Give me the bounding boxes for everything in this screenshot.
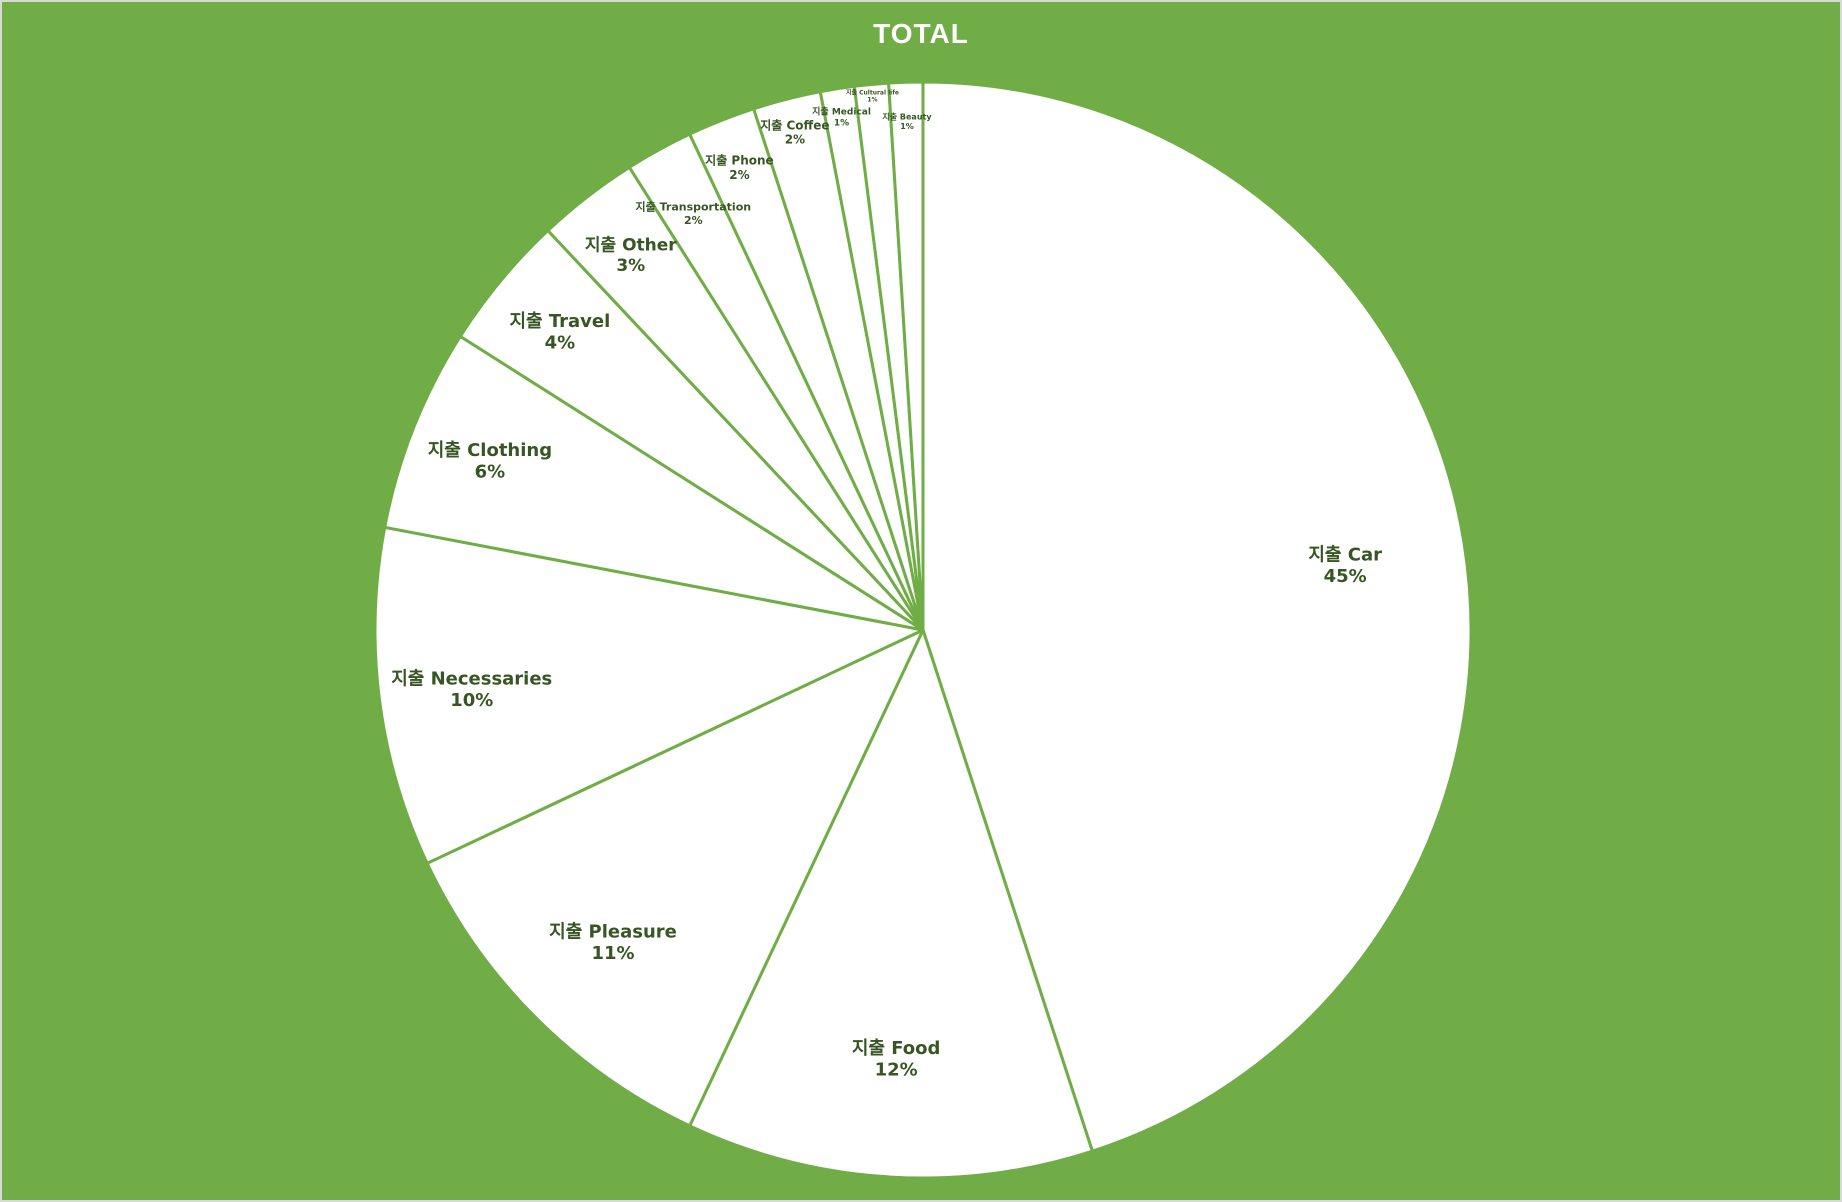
pie-labels: 지출 Car 45% 지출 Food 12% 지출 Pleasure 11% 지출 Nece…	[391, 88, 1382, 1080]
data-label-percent: 1%	[867, 97, 877, 104]
data-label-percent: 1%	[834, 118, 849, 128]
pie-slice-13	[887, 80, 925, 632]
data-label-percent: 3%	[616, 256, 645, 276]
data-label-8: 지출 Transportation 2%	[636, 200, 752, 227]
data-label-category: 지출 Food	[852, 1038, 941, 1059]
data-label-percent: 2%	[785, 133, 805, 147]
data-label-11: 지출 Medical 1%	[812, 105, 871, 128]
pie-slice-1	[921, 80, 1473, 1153]
data-label-1: 지출 Car 45%	[1308, 544, 1382, 587]
data-label-category: 지출 Phone	[705, 153, 774, 168]
data-label-7: 지출 Other 3%	[585, 236, 677, 276]
pie-slice-2	[688, 628, 1094, 1180]
pie-slice-5	[383, 334, 925, 632]
data-label-category: 지출 Pleasure	[549, 921, 677, 942]
data-label-12: 지출 Cultural life 1%	[846, 88, 899, 103]
data-label-category: 지출 Necessaries	[391, 668, 552, 689]
data-label-9: 지출 Phone 2%	[705, 153, 774, 182]
data-label-13: 지출 Beauty 1%	[882, 111, 932, 131]
data-label-percent: 2%	[684, 214, 703, 227]
data-label-percent: 2%	[729, 168, 749, 182]
data-label-category: 지출 Medical	[812, 105, 871, 117]
chart-title: TOTAL	[873, 18, 969, 49]
data-label-3: 지출 Pleasure 11%	[549, 921, 677, 964]
data-label-category: 지출 Other	[585, 236, 677, 256]
data-label-percent: 6%	[475, 461, 506, 482]
data-label-category: 지출 Car	[1308, 544, 1382, 565]
data-label-category: 지출 Cultural life	[846, 88, 899, 96]
pie-slices	[373, 80, 1473, 1180]
data-label-10: 지출 Coffee 2%	[760, 117, 829, 146]
data-label-4: 지출 Necessaries 10%	[391, 668, 552, 711]
data-label-category: 지출 Coffee	[760, 117, 829, 132]
data-label-percent: 12%	[875, 1059, 918, 1080]
data-label-6: 지출 Travel 4%	[509, 311, 610, 354]
data-label-5: 지출 Clothing 6%	[428, 440, 552, 483]
pie-slice-3	[425, 628, 925, 1128]
data-label-category: 지출 Beauty	[882, 111, 932, 121]
data-label-2: 지출 Food 12%	[852, 1038, 941, 1081]
data-label-category: 지출 Travel	[509, 311, 610, 332]
data-label-percent: 11%	[591, 943, 634, 964]
data-label-percent: 4%	[545, 332, 576, 353]
data-label-percent: 45%	[1324, 566, 1367, 587]
pie-slice-4	[373, 525, 925, 865]
data-label-category: 지출 Transportation	[636, 200, 752, 214]
data-label-percent: 10%	[450, 690, 493, 711]
data-label-category: 지출 Clothing	[428, 440, 552, 461]
data-label-percent: 1%	[900, 122, 914, 131]
